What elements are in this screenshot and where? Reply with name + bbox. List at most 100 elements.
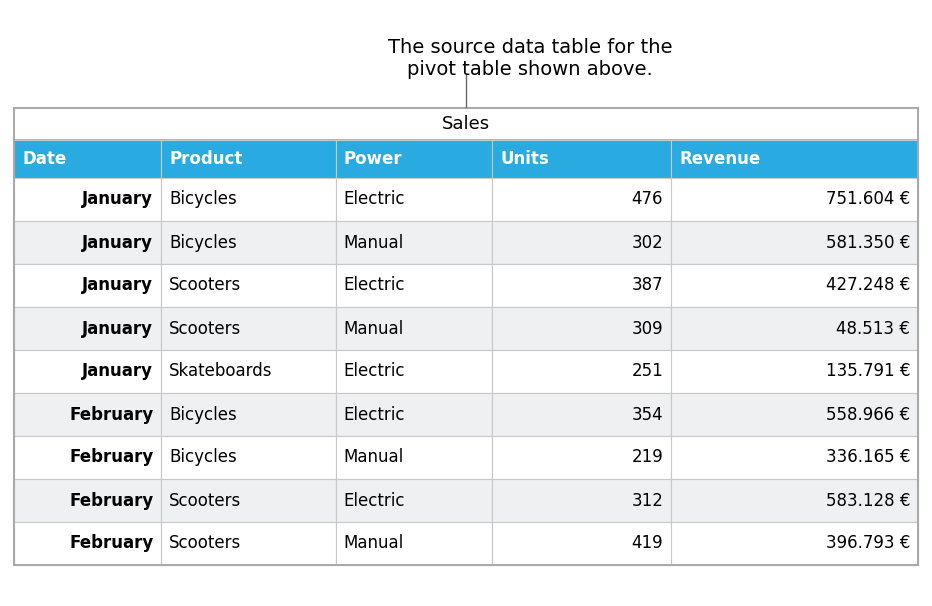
Bar xyxy=(492,522,671,565)
Text: 336.165 €: 336.165 € xyxy=(826,448,910,467)
Text: 302: 302 xyxy=(632,233,664,251)
Text: 581.350 €: 581.350 € xyxy=(826,233,910,251)
Text: February: February xyxy=(69,448,154,467)
Bar xyxy=(161,479,336,522)
Text: January: January xyxy=(82,233,154,251)
Text: Scooters: Scooters xyxy=(170,319,241,338)
Bar xyxy=(14,108,918,140)
Text: January: January xyxy=(82,319,154,338)
Bar xyxy=(14,522,161,565)
Bar xyxy=(14,479,161,522)
Bar xyxy=(671,436,918,479)
Bar xyxy=(336,393,492,436)
Bar xyxy=(671,522,918,565)
Bar xyxy=(671,350,918,393)
Text: Manual: Manual xyxy=(344,534,404,553)
Text: Bicycles: Bicycles xyxy=(170,190,237,208)
Bar xyxy=(161,178,336,221)
Text: Date: Date xyxy=(22,150,66,168)
Text: Electric: Electric xyxy=(344,491,405,510)
Bar xyxy=(14,264,161,307)
Text: January: January xyxy=(82,276,154,295)
Text: Scooters: Scooters xyxy=(170,534,241,553)
Bar xyxy=(14,140,161,178)
Bar xyxy=(492,393,671,436)
Text: Electric: Electric xyxy=(344,405,405,424)
Bar xyxy=(161,264,336,307)
Text: 419: 419 xyxy=(632,534,664,553)
Bar xyxy=(492,140,671,178)
Bar xyxy=(492,307,671,350)
Text: The source data table for the
pivot table shown above.: The source data table for the pivot tabl… xyxy=(388,38,672,79)
Text: Bicycles: Bicycles xyxy=(170,448,237,467)
Text: 251: 251 xyxy=(632,362,664,381)
Bar xyxy=(161,393,336,436)
Bar xyxy=(336,307,492,350)
Bar xyxy=(14,307,161,350)
Text: 219: 219 xyxy=(632,448,664,467)
Text: Manual: Manual xyxy=(344,319,404,338)
Bar xyxy=(336,178,492,221)
Bar xyxy=(336,522,492,565)
Text: Revenue: Revenue xyxy=(679,150,761,168)
Bar xyxy=(671,264,918,307)
Text: Scooters: Scooters xyxy=(170,276,241,295)
Bar xyxy=(671,178,918,221)
Bar xyxy=(161,140,336,178)
Text: Bicycles: Bicycles xyxy=(170,405,237,424)
Bar xyxy=(492,479,671,522)
Bar xyxy=(14,350,161,393)
Text: 583.128 €: 583.128 € xyxy=(826,491,910,510)
Bar xyxy=(336,350,492,393)
Bar xyxy=(161,436,336,479)
Text: Manual: Manual xyxy=(344,448,404,467)
Text: 427.248 €: 427.248 € xyxy=(826,276,910,295)
Bar xyxy=(14,436,161,479)
Text: 396.793 €: 396.793 € xyxy=(826,534,910,553)
Text: 309: 309 xyxy=(632,319,664,338)
Text: Electric: Electric xyxy=(344,276,405,295)
Bar xyxy=(161,221,336,264)
Text: 558.966 €: 558.966 € xyxy=(826,405,910,424)
Bar xyxy=(671,479,918,522)
Bar xyxy=(336,436,492,479)
Bar xyxy=(336,264,492,307)
Bar xyxy=(14,393,161,436)
Text: February: February xyxy=(69,491,154,510)
Text: Scooters: Scooters xyxy=(170,491,241,510)
Text: 387: 387 xyxy=(632,276,664,295)
Text: Product: Product xyxy=(170,150,242,168)
Text: January: January xyxy=(82,190,154,208)
Bar xyxy=(671,221,918,264)
Bar xyxy=(671,393,918,436)
Bar xyxy=(336,221,492,264)
Bar xyxy=(492,178,671,221)
Bar xyxy=(671,307,918,350)
Bar xyxy=(671,140,918,178)
Bar xyxy=(14,178,161,221)
Text: Sales: Sales xyxy=(442,115,490,133)
Text: Bicycles: Bicycles xyxy=(170,233,237,251)
Bar xyxy=(492,221,671,264)
Bar xyxy=(14,108,918,565)
Text: Skateboards: Skateboards xyxy=(170,362,273,381)
Text: 476: 476 xyxy=(632,190,664,208)
Text: Electric: Electric xyxy=(344,190,405,208)
Text: February: February xyxy=(69,534,154,553)
Text: Manual: Manual xyxy=(344,233,404,251)
Bar xyxy=(161,522,336,565)
Bar xyxy=(336,479,492,522)
Bar xyxy=(14,221,161,264)
Text: 354: 354 xyxy=(632,405,664,424)
Bar xyxy=(492,436,671,479)
Text: Units: Units xyxy=(500,150,549,168)
Text: Electric: Electric xyxy=(344,362,405,381)
Bar xyxy=(161,350,336,393)
Text: 312: 312 xyxy=(631,491,664,510)
Bar xyxy=(492,264,671,307)
Bar xyxy=(492,350,671,393)
Bar xyxy=(161,307,336,350)
Text: 135.791 €: 135.791 € xyxy=(826,362,910,381)
Bar xyxy=(336,140,492,178)
Text: 751.604 €: 751.604 € xyxy=(826,190,910,208)
